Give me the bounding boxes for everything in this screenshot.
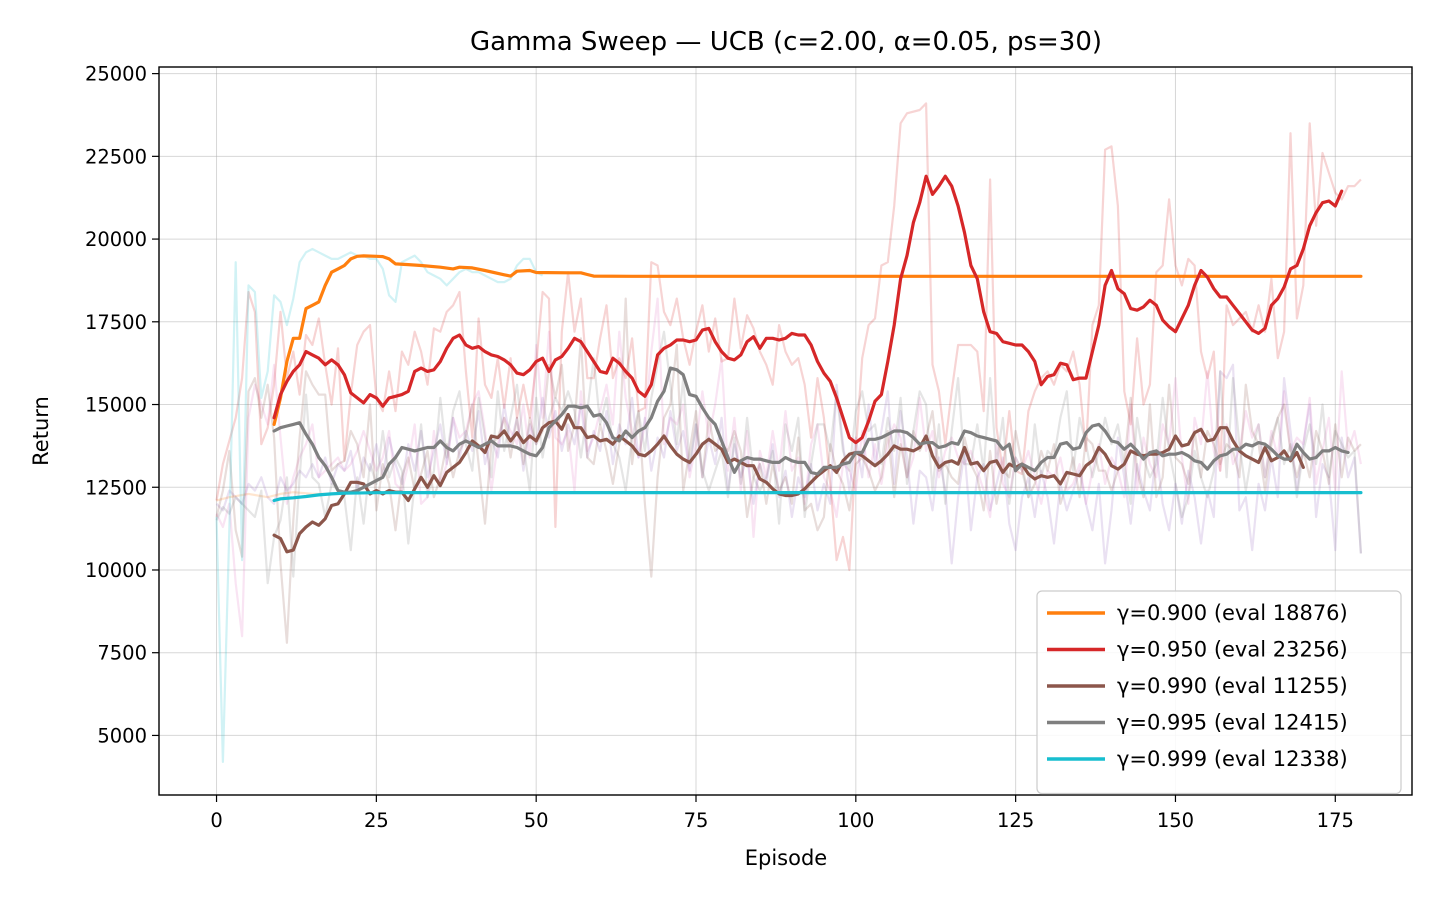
smoothed-series-line [272, 254, 1363, 426]
smoothed-series-line [272, 412, 1305, 554]
x-axis-label: Episode [745, 846, 827, 870]
chart-title: Gamma Sweep — UCB (c=2.00, α=0.05, ps=30… [470, 27, 1102, 57]
legend-entry: γ=0.900 (eval 18876) [1117, 601, 1348, 625]
y-tick-label: 12500 [85, 476, 147, 499]
y-tick-label: 10000 [85, 559, 147, 582]
smoothed-series-line [272, 366, 1350, 494]
x-tick-label: 100 [837, 809, 874, 832]
legend: γ=0.900 (eval 18876) γ=0.950 (eval 23256)… [1036, 590, 1402, 795]
y-tick-label: 20000 [85, 228, 147, 251]
raw-series-line [215, 247, 544, 764]
x-tick-label: 125 [997, 809, 1034, 832]
x-tick-label: 75 [684, 809, 709, 832]
raw-trace-line [215, 297, 1362, 638]
x-tick-label: 150 [1157, 809, 1194, 832]
y-tick-label: 25000 [85, 63, 147, 86]
y-axis: 5000 7500 10000 12500 15000 17500 20000 22500 25… [85, 63, 159, 747]
y-axis-label: Return [29, 396, 53, 466]
y-tick-label: 22500 [85, 145, 147, 168]
legend-entry: γ=0.990 (eval 11255) [1117, 674, 1348, 698]
y-tick-label: 15000 [85, 394, 147, 417]
x-tick-label: 0 [210, 809, 222, 832]
raw-series-line [215, 102, 1362, 572]
x-axis: 0 25 50 75 100 125 150 175 [210, 795, 1354, 832]
x-tick-label: 25 [364, 809, 389, 832]
raw-series-line [215, 297, 1362, 644]
x-tick-label: 50 [524, 809, 549, 832]
x-tick-label: 175 [1317, 809, 1354, 832]
smoothed-lines [272, 174, 1363, 554]
y-tick-label: 7500 [97, 642, 147, 665]
raw-series-line [215, 330, 1362, 585]
smoothed-series-line [272, 491, 1363, 503]
legend-box [1036, 590, 1402, 795]
y-tick-label: 17500 [85, 311, 147, 334]
legend-entry: γ=0.999 (eval 12338) [1117, 747, 1348, 771]
legend-entry: γ=0.995 (eval 12415) [1117, 711, 1348, 735]
plot-frame [158, 66, 1413, 796]
smoothed-series-line [272, 174, 1344, 445]
y-tick-label: 5000 [97, 724, 147, 747]
legend-entry: γ=0.950 (eval 23256) [1117, 638, 1348, 662]
